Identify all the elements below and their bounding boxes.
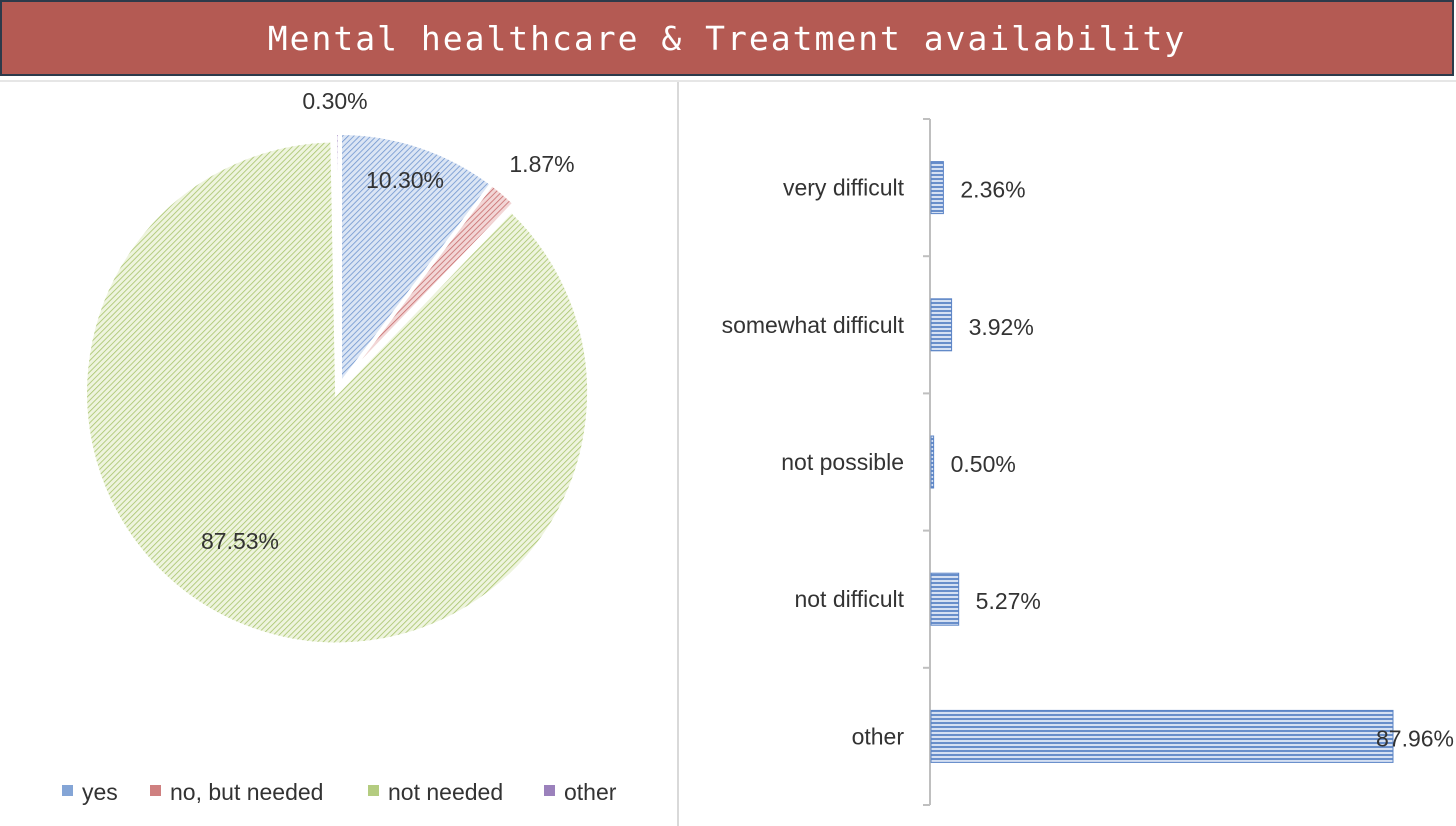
bar-axis [923,118,931,806]
category-label-not-possible: not possible [781,449,904,475]
bar-not-possible [930,435,935,489]
category-label-somewhat-difficult: somewhat difficult [722,312,905,338]
category-label-very-difficult: very difficult [783,175,905,201]
data-label-somewhat-difficult: 3.92% [969,314,1034,340]
bar-chart: very difficult somewhat difficult not poss… [722,118,1454,806]
pie-slice-no-but-needed [338,181,518,387]
bar-very-difficult [930,161,944,215]
header-divider [0,80,1456,82]
pie-label-yes: 10.30% [366,167,444,193]
panel-divider [677,82,679,826]
legend-label-yes: yes [82,779,118,805]
category-label-other: other [852,723,905,749]
bar-data-labels: 2.36% 3.92% 0.50% 5.27% 87.96% [951,177,1454,752]
legend-label-no-but-needed: no, but needed [170,779,323,805]
pie-data-labels: 10.30% 1.87% 87.53% 0.30% [201,88,575,554]
pie-slice-other [333,130,342,386]
legend-swatch-yes [62,785,73,796]
bar-category-labels: very difficult somewhat difficult not poss… [722,175,905,750]
category-label-not-difficult: not difficult [794,586,904,612]
pie-chart: 10.30% 1.87% 87.53% 0.30% yes no, but needed… [62,88,617,805]
legend-label-other: other [564,779,617,805]
legend-swatch-not-needed [368,785,379,796]
bar-not-difficult [930,572,960,626]
pie-slices [83,130,592,647]
pie-slice-not-needed [83,138,592,647]
bar-series [930,161,1394,763]
bar-somewhat-difficult [930,298,953,352]
pie-slice-yes [338,130,495,391]
bar-other [930,709,1394,763]
legend-swatch-no-but-needed [150,785,161,796]
title-bar: Mental healthcare & Treatment availabili… [0,0,1454,76]
pie-label-other: 0.30% [302,88,367,114]
pie-label-no-but-needed: 1.87% [509,151,574,177]
legend-label-not-needed: not needed [388,779,503,805]
legend-swatch-other [544,785,555,796]
data-label-other: 87.96% [1376,725,1454,751]
pie-label-not-needed: 87.53% [201,528,279,554]
page-title: Mental healthcare & Treatment availabili… [267,18,1187,58]
data-label-very-difficult: 2.36% [960,177,1025,203]
data-label-not-difficult: 5.27% [976,588,1041,614]
pie-legend: yes no, but needed not needed other [62,779,617,805]
data-label-not-possible: 0.50% [951,451,1016,477]
